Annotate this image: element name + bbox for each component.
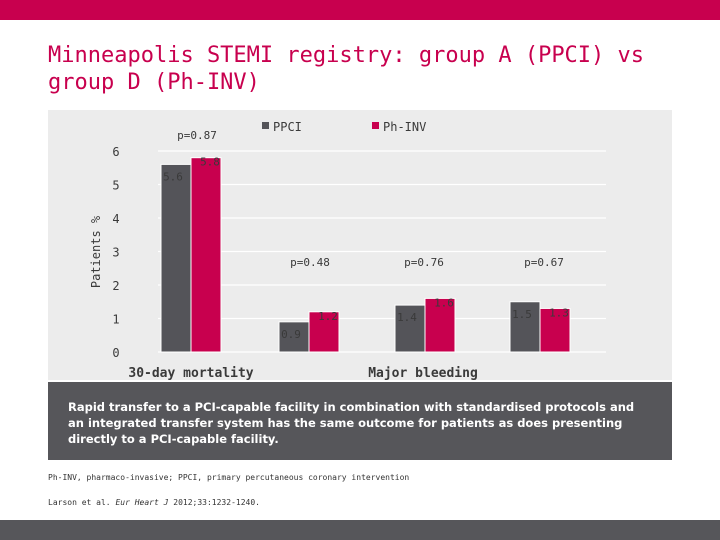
p-value-label-2: p=0.76	[404, 256, 444, 269]
reference-citation: Larson et al. Eur Heart J 2012;33:1232-1…	[48, 498, 260, 507]
y-tick-label-1: 1	[112, 313, 119, 327]
legend-swatch-0	[262, 122, 269, 129]
category-label-0: 30-day mortality	[128, 366, 253, 380]
category-label-2: Major bleeding	[368, 366, 478, 380]
value-label-2-1: 1.6	[434, 296, 454, 309]
bar-chart: 0 1 2 3 4 5 6 Patients % PPCI Ph-INV 5.6 5.8 p=0.87 3…	[89, 120, 606, 380]
p-value-label-3: p=0.67	[524, 256, 564, 269]
reference-journal: Eur Heart J	[115, 498, 169, 507]
slide-title: Minneapolis STEMI registry: group A (PPC…	[48, 43, 645, 95]
bar-0-1	[190, 157, 222, 353]
y-tick-label-2: 2	[112, 279, 119, 293]
value-label-3-1: 1.3	[549, 306, 569, 319]
bar-2-0	[394, 304, 426, 353]
p-value-label-0: p=0.87	[177, 129, 217, 142]
takeaway-banner: Rapid transfer to a PCI-capable facility…	[48, 382, 672, 460]
p-value-label-1: p=0.48	[290, 256, 330, 269]
bar-3-1	[539, 307, 571, 353]
takeaway-text: Rapid transfer to a PCI-capable facility…	[68, 400, 635, 446]
y-tick-label-3: 3	[112, 246, 119, 260]
legend-swatch-1	[372, 122, 379, 129]
top-accent-bar	[0, 0, 720, 20]
reference-details: 2012;33:1232-1240.	[173, 498, 260, 507]
y-tick-label-5: 5	[112, 179, 119, 193]
value-label-2-0: 1.4	[397, 311, 417, 324]
value-label-0-1: 5.8	[200, 156, 220, 169]
abbreviations-footnote: Ph-INV, pharmaco-invasive; PPCI, primary…	[48, 473, 410, 482]
bar-1-1	[308, 311, 340, 353]
bar-0-0	[160, 163, 192, 353]
value-label-3-0: 1.5	[512, 308, 532, 321]
value-label-0-0: 5.6	[163, 170, 183, 183]
bar-3-0	[509, 301, 541, 353]
y-tick-label-6: 6	[112, 145, 119, 159]
value-label-1-0: 0.9	[281, 328, 301, 341]
y-tick-label-4: 4	[112, 212, 119, 226]
y-tick-label-0: 0	[112, 346, 119, 360]
legend-label-1: Ph-INV	[383, 120, 426, 134]
legend-label-0: PPCI	[273, 120, 302, 134]
value-label-1-1: 1.2	[318, 310, 338, 323]
chart-panel: 0 1 2 3 4 5 6 Patients % PPCI Ph-INV 5.6 5.8 p=0.87 3…	[48, 110, 672, 380]
reference-authors: Larson et al.	[48, 498, 111, 507]
bar-2-1	[424, 297, 456, 353]
bottom-footer-bar	[0, 520, 720, 540]
y-axis-label: Patients %	[89, 215, 103, 288]
bar-1-0	[278, 321, 310, 353]
